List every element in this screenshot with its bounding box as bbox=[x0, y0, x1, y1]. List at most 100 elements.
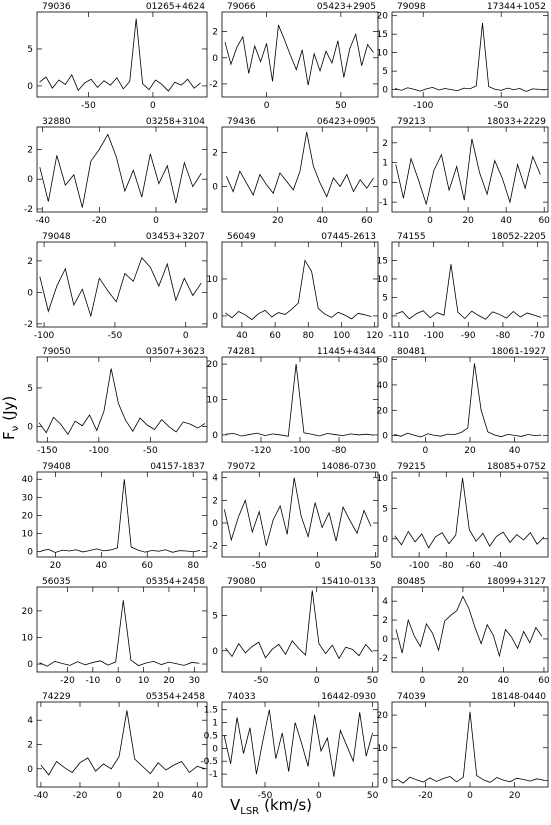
x-tick-label: -40 bbox=[34, 791, 49, 801]
y-tick-label: 0 bbox=[27, 423, 33, 433]
plot-area bbox=[394, 363, 542, 438]
x-tick-label: -120 bbox=[251, 446, 272, 456]
spectrum bbox=[395, 595, 543, 658]
y-tick-label: 0 bbox=[382, 776, 388, 786]
x-tick-label: -100 bbox=[413, 101, 434, 111]
spectrum bbox=[40, 710, 206, 776]
y-tick-label: 1 bbox=[382, 159, 388, 169]
plot-area bbox=[39, 133, 202, 208]
spectrum bbox=[39, 18, 201, 92]
frame bbox=[391, 701, 549, 788]
x-tick-label: -100 bbox=[290, 446, 311, 456]
y-tick-label: 0 bbox=[382, 535, 388, 545]
x-tick-label: -20 bbox=[92, 216, 107, 226]
spectrum bbox=[39, 600, 200, 667]
panel-source: 05423+2905 bbox=[317, 2, 376, 12]
plot-area bbox=[395, 264, 542, 320]
y-tick-label: 20 bbox=[22, 511, 34, 521]
panel-id: 74039 bbox=[397, 692, 426, 702]
x-tick-label: -20 bbox=[73, 791, 88, 801]
panel-source: 18033+2229 bbox=[487, 117, 546, 127]
y-tick-label: 10 bbox=[377, 744, 389, 754]
x-tick-label: -90 bbox=[461, 331, 476, 341]
y-tick-label: -2 bbox=[379, 654, 388, 664]
panel: 79066 05423+2905 0 50 -2 0 2 bbox=[209, 2, 379, 111]
x-tick-label: -150 bbox=[37, 446, 58, 456]
y-tick-label: 0 bbox=[212, 54, 218, 64]
spectrum bbox=[225, 364, 375, 437]
x-tick-label: 20 bbox=[462, 216, 474, 226]
panel-id: 79066 bbox=[227, 2, 256, 12]
y-tick-label: 0 bbox=[382, 178, 388, 188]
spectrum bbox=[394, 363, 542, 438]
x-label-unit: (km/s) bbox=[264, 796, 312, 814]
x-tick-label: 40 bbox=[96, 561, 108, 571]
plot-area bbox=[396, 711, 544, 784]
panel-source: 17344+1052 bbox=[487, 2, 546, 12]
frame bbox=[36, 241, 208, 328]
spectrum bbox=[395, 23, 545, 92]
plot-area bbox=[395, 23, 545, 92]
y-tick-label: 2 bbox=[212, 149, 218, 159]
x-tick-label: -20 bbox=[418, 791, 433, 801]
y-tick-label: 0 bbox=[382, 432, 388, 442]
y-tick-label: 5 bbox=[382, 67, 388, 77]
plot-area bbox=[394, 478, 545, 549]
y-tick-label: 10 bbox=[207, 275, 219, 285]
x-tick-label: 60 bbox=[269, 331, 281, 341]
x-tick-label: -50 bbox=[108, 331, 123, 341]
x-tick-label: 20 bbox=[464, 446, 476, 456]
y-tick-label: 4 bbox=[27, 716, 33, 726]
frame bbox=[221, 126, 379, 213]
x-tick-label: -60 bbox=[466, 561, 481, 571]
y-tick-label: 20 bbox=[22, 607, 34, 617]
panel: 74039 18148-0440 -20 0 20 0 10 20 bbox=[377, 692, 549, 801]
y-tick-label: 0.5 bbox=[204, 731, 218, 741]
panel-source: 03507+3623 bbox=[146, 347, 205, 357]
y-tick-label: 0 bbox=[212, 312, 218, 322]
frame bbox=[221, 241, 379, 328]
spectrum bbox=[223, 477, 372, 546]
x-tick-label: 60 bbox=[142, 561, 154, 571]
spectrum bbox=[41, 479, 201, 553]
frame bbox=[221, 471, 379, 558]
y-tick-label: 60 bbox=[377, 356, 389, 366]
x-tick-label: 60 bbox=[538, 676, 550, 686]
x-tick-label: 20 bbox=[152, 791, 164, 801]
plot-area bbox=[225, 590, 373, 660]
y-tick-label: 0 bbox=[382, 86, 388, 96]
x-tick-label: 0 bbox=[315, 561, 321, 571]
y-tick-label: 0 bbox=[27, 660, 33, 670]
plot-area bbox=[224, 24, 374, 86]
y-tick-label: 10 bbox=[377, 49, 389, 59]
x-tick-label: -80 bbox=[439, 561, 454, 571]
x-tick-label: -110 bbox=[389, 331, 410, 341]
x-tick-label: 0 bbox=[423, 446, 429, 456]
panel-source: 06423+0905 bbox=[317, 117, 376, 127]
frame bbox=[391, 586, 549, 673]
x-tick-label: -100 bbox=[409, 561, 430, 571]
x-tick-label: -80 bbox=[332, 446, 347, 456]
x-tick-label: 0 bbox=[264, 101, 270, 111]
y-tick-label: 1.5 bbox=[204, 706, 218, 716]
y-tick-label: 2 bbox=[27, 145, 33, 155]
frame bbox=[221, 356, 379, 443]
frame bbox=[36, 471, 208, 558]
x-tick-label: 40 bbox=[192, 791, 204, 801]
panel-source: 18061-1927 bbox=[491, 347, 546, 357]
panel: 80485 18099+3127 0 20 40 60 -2 0 2 4 bbox=[379, 577, 550, 686]
x-tick-label: 50 bbox=[367, 676, 379, 686]
y-tick-label: 2 bbox=[212, 28, 218, 38]
panel: 79213 18033+2229 0 20 40 60 -1 0 1 2 bbox=[379, 117, 550, 226]
y-tick-label: 2 bbox=[382, 139, 388, 149]
y-tick-label: 5 bbox=[27, 384, 33, 394]
panel-source: 11445+4344 bbox=[317, 347, 376, 357]
panel: 74155 18052-2205 -110 -100 -90 -80 -70 0 5 10 15 bbox=[377, 232, 549, 341]
panel: 79215 18085+0752 -100 -80 -60 -40 0 5 10 bbox=[377, 462, 549, 571]
x-tick-label: 20 bbox=[272, 216, 284, 226]
frame bbox=[36, 356, 208, 443]
panel-source: 07445-2613 bbox=[321, 232, 376, 242]
frame bbox=[221, 586, 379, 673]
panel-id: 79048 bbox=[42, 232, 71, 242]
y-tick-label: 0 bbox=[27, 175, 33, 185]
